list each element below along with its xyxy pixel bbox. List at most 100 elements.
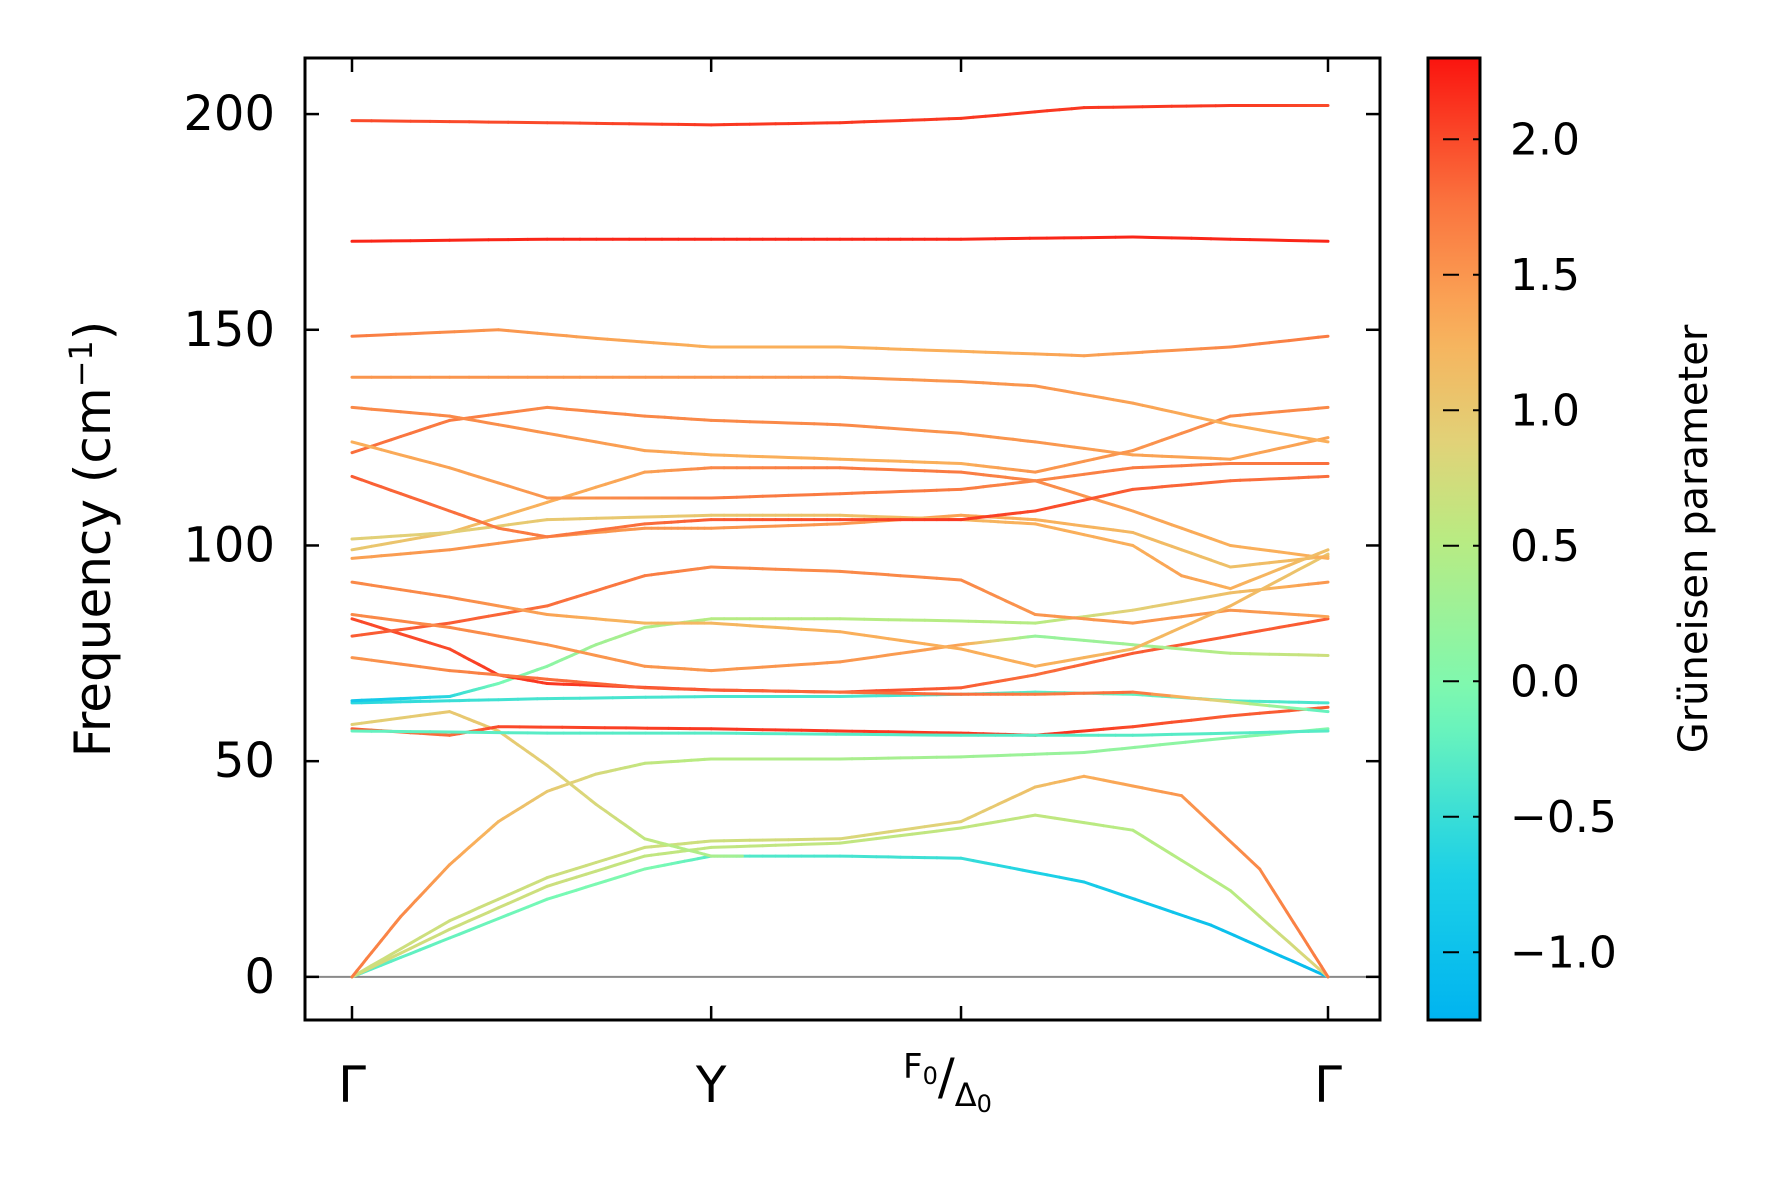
band-segment xyxy=(923,429,939,434)
band-segment xyxy=(1180,548,1193,555)
band-segment xyxy=(370,445,383,452)
band-segment xyxy=(604,682,617,687)
band-segment xyxy=(370,441,383,448)
band-segment xyxy=(1141,619,1154,624)
band-segment xyxy=(594,530,608,534)
band-segment xyxy=(457,910,471,918)
band-segment xyxy=(535,518,549,523)
colorbar-tick-label: −1.0 xyxy=(1510,927,1617,978)
band-segment xyxy=(1150,788,1164,794)
band-segment xyxy=(1053,816,1066,822)
band-segment xyxy=(487,917,500,924)
band-segment xyxy=(1158,742,1175,747)
band-segment xyxy=(516,905,530,913)
band-segment xyxy=(487,478,500,485)
band-segment xyxy=(360,555,373,559)
band-segment xyxy=(1189,236,1213,241)
band-segment xyxy=(379,697,393,701)
band-segment xyxy=(1238,579,1252,587)
band-segment xyxy=(614,443,627,449)
band-segment xyxy=(1082,524,1096,529)
band-segment xyxy=(350,536,364,541)
band-segment xyxy=(1111,649,1125,654)
band-segment xyxy=(1092,494,1105,500)
band-segment xyxy=(1307,406,1320,411)
band-segment xyxy=(1267,949,1283,958)
band-segment xyxy=(996,863,1012,870)
band-segment xyxy=(1228,599,1242,608)
band-segment xyxy=(911,640,927,646)
band-segment xyxy=(623,684,637,689)
band-segment xyxy=(787,626,803,631)
band-segment xyxy=(1267,710,1281,714)
band-segment xyxy=(709,565,726,569)
band-segment xyxy=(1082,533,1096,539)
band-segment xyxy=(1228,583,1242,591)
band-segment xyxy=(1189,551,1203,559)
band-segment xyxy=(438,644,452,651)
band-segment xyxy=(1267,567,1281,575)
band-segment xyxy=(370,630,383,635)
band-segment xyxy=(1102,726,1115,731)
band-24 xyxy=(350,235,1330,243)
band-segment xyxy=(516,537,530,543)
band-segment xyxy=(1189,596,1203,602)
band-segment xyxy=(448,669,461,673)
band-5 xyxy=(350,710,744,858)
band-segment xyxy=(1045,873,1061,879)
band-segment xyxy=(935,488,951,492)
band-segment xyxy=(594,617,608,622)
band-segment xyxy=(467,418,481,423)
band-segment xyxy=(1111,503,1125,510)
band-segment xyxy=(1316,614,1330,619)
band-segment xyxy=(423,330,442,335)
band-segment xyxy=(1102,619,1115,623)
band-segment xyxy=(1150,634,1164,642)
band-segment xyxy=(614,683,627,688)
band-segment xyxy=(1180,613,1193,619)
band-segment xyxy=(370,407,383,412)
band-segment xyxy=(379,660,393,665)
band-segment xyxy=(496,902,510,910)
band-segment xyxy=(629,339,644,344)
band-segment xyxy=(1092,394,1105,400)
band-segment xyxy=(850,838,866,844)
band-segment xyxy=(360,582,373,587)
band-segment xyxy=(812,661,829,666)
band-segment xyxy=(1170,544,1184,552)
band-segment xyxy=(1043,619,1057,624)
band-segment xyxy=(1107,889,1124,897)
band-segment xyxy=(535,493,549,500)
band-segment xyxy=(1082,613,1096,619)
band-segment xyxy=(1082,393,1096,398)
band-segment xyxy=(1121,620,1135,625)
band-segment xyxy=(1316,438,1330,444)
colorbar-frame xyxy=(1426,56,1482,1022)
band-segment xyxy=(1170,431,1184,439)
band-segment xyxy=(911,575,927,579)
band-segment xyxy=(1141,442,1154,449)
band-segment xyxy=(735,623,752,628)
colorbar-tick-label: 1.0 xyxy=(1510,385,1580,436)
band-segment xyxy=(1221,735,1236,740)
band-segment xyxy=(1092,470,1105,475)
band-segment xyxy=(409,428,422,435)
band-segment xyxy=(899,650,915,655)
band-segment xyxy=(1131,401,1145,407)
band-segment xyxy=(935,461,951,465)
band-segment xyxy=(623,619,637,624)
band-segment xyxy=(850,491,866,495)
band-segment xyxy=(545,894,559,901)
band-segment xyxy=(350,633,364,638)
band-segment xyxy=(428,732,442,737)
band-segment xyxy=(1297,620,1310,626)
band-segment xyxy=(1043,505,1057,511)
band-segment xyxy=(1267,430,1281,435)
band-segment xyxy=(428,592,442,598)
band-segment xyxy=(838,630,854,635)
band-segment xyxy=(1307,557,1320,566)
band-segment xyxy=(838,835,854,841)
band-segment xyxy=(1180,718,1193,723)
band-segment xyxy=(496,481,510,488)
band-segment xyxy=(526,880,539,888)
